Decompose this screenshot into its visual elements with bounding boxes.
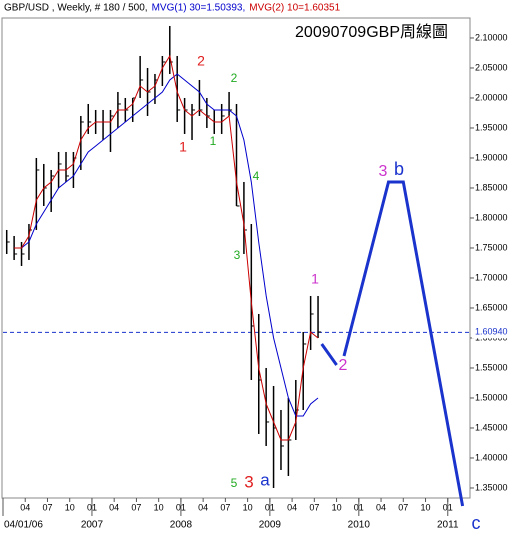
x-tick-label: 10: [65, 502, 75, 512]
y-tick-label: 2.05000: [475, 62, 508, 72]
current-price-label: 1.60940: [475, 327, 508, 337]
y-tick-label: 1.40000: [475, 452, 508, 462]
wave-label: c: [472, 513, 481, 533]
x-tick-label: 10: [243, 502, 253, 512]
wave-label: 3: [379, 163, 388, 180]
y-tick-label: 1.65000: [475, 302, 508, 312]
y-tick-label: 1.35000: [475, 482, 508, 492]
y-tick-label: 1.45000: [475, 422, 508, 432]
x-major-label: 2010: [348, 520, 371, 531]
x-tick-label: 04: [376, 502, 386, 512]
x-tick-label: 07: [398, 502, 408, 512]
x-tick-label: 04: [20, 502, 30, 512]
wave-label: a: [260, 470, 270, 489]
wave-label: 2: [197, 53, 205, 69]
moving-average: [21, 73, 319, 417]
wave-label: 2: [231, 71, 238, 85]
y-tick-label: 1.50000: [475, 392, 508, 402]
x-tick-label: 07: [309, 502, 319, 512]
y-tick-label: 2.10000: [475, 32, 508, 42]
x-major-label: 04/01/06: [4, 520, 43, 531]
x-tick-label: 07: [42, 502, 52, 512]
moving-average: [14, 54, 319, 441]
wave-label: 3: [244, 472, 253, 491]
chart-title: 20090709GBP周線圖: [295, 23, 448, 41]
plot-frame: [1, 17, 471, 499]
wave-label: 4: [253, 169, 260, 183]
x-major-label: 2007: [81, 520, 104, 531]
x-tick-label: 04: [287, 502, 297, 512]
wave-label: b: [394, 159, 404, 179]
wave-label: 3: [234, 248, 241, 262]
y-tick-label: 2.00000: [475, 92, 508, 102]
y-tick-label: 1.75000: [475, 242, 508, 252]
header-text: GBP/USD , Weekly, # 180 / 500,: [4, 3, 148, 14]
x-tick-label: 07: [131, 502, 141, 512]
x-tick-label: 10: [332, 502, 342, 512]
x-tick-label: 07: [220, 502, 230, 512]
x-major-label: 2008: [170, 520, 193, 531]
projection-line: [320, 180, 465, 507]
y-tick-label: 1.55000: [475, 362, 508, 372]
header-text: MVG(1) 30=1.50393,: [152, 3, 246, 14]
y-tick-label: 1.80000: [475, 212, 508, 222]
current-price-box: [472, 326, 512, 339]
y-tick-label: 1.95000: [475, 122, 508, 132]
x-tick-label: 10: [421, 502, 431, 512]
x-major-label: 2009: [259, 520, 282, 531]
x-tick-label: 04: [109, 502, 119, 512]
header-text: MVG(2) 10=1.60351: [249, 3, 340, 14]
x-major-label: 2011: [437, 520, 459, 531]
y-tick-label: 1.85000: [475, 182, 508, 192]
wave-label: 1: [311, 271, 319, 287]
wave-label: 2: [339, 357, 348, 374]
y-tick-label: 1.90000: [475, 152, 508, 162]
wave-label: 1: [210, 134, 217, 148]
y-tick-label: 1.70000: [475, 272, 508, 282]
x-tick-label: 04: [198, 502, 208, 512]
wave-label: 1: [179, 139, 187, 155]
x-tick-label: 10: [154, 502, 164, 512]
wave-label: 5: [231, 476, 238, 490]
